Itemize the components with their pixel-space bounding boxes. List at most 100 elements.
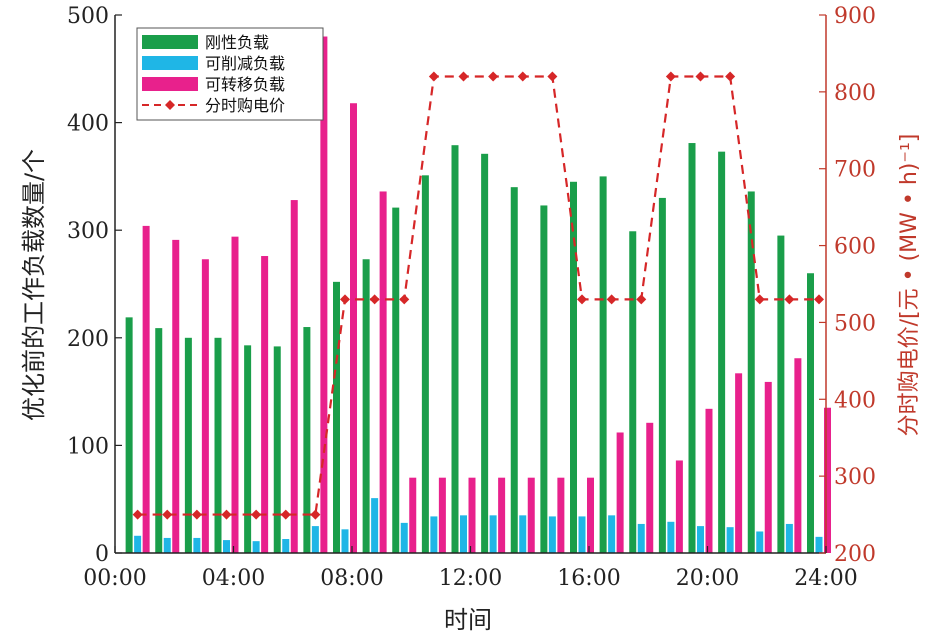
price-point (310, 509, 321, 520)
y2-tick-label: 500 (834, 311, 876, 336)
bar-shiftable (764, 381, 772, 553)
bar-reducible (697, 526, 704, 553)
bar-reducible (785, 523, 793, 553)
legend-label: 可转移负载 (205, 75, 285, 94)
bar-rigid (658, 197, 666, 554)
bar-reducible (341, 529, 349, 553)
bar-reducible (134, 535, 142, 553)
bar-rigid (510, 187, 518, 553)
bar-rigid (807, 273, 814, 553)
price-point (369, 294, 380, 305)
bar-rigid (540, 205, 548, 553)
price-point (784, 294, 795, 305)
bar-rigid (570, 181, 577, 553)
y2-tick-label: 400 (834, 388, 876, 413)
bar-rigid (747, 191, 755, 554)
y-tick-label: 500 (67, 4, 109, 29)
price-point (547, 71, 558, 82)
price-point (458, 71, 469, 82)
y2-tick-label: 700 (834, 158, 876, 183)
legend-swatch-marker (165, 100, 175, 110)
legend-swatch (142, 56, 198, 70)
bar-shiftable (587, 477, 594, 553)
bar-rigid (688, 143, 696, 553)
bar-shiftable (438, 477, 446, 553)
bar-shiftable (468, 477, 476, 553)
legend-label: 可削减负载 (205, 54, 285, 73)
bar-rigid (362, 259, 370, 553)
price-point (814, 294, 824, 305)
x-tick-label: 08:00 (320, 566, 383, 591)
price-line-layer (132, 71, 824, 520)
bar-shiftable (794, 358, 802, 553)
bar-shiftable (320, 36, 328, 553)
x-tick-label: 00:00 (83, 566, 146, 591)
price-point (665, 71, 676, 82)
bar-reducible (460, 515, 467, 553)
y2-tick-label: 900 (834, 4, 876, 29)
y-tick-label: 200 (67, 327, 109, 352)
price-point (399, 294, 410, 305)
bar-shiftable (409, 477, 417, 553)
bar-reducible (223, 540, 230, 553)
bar-reducible (163, 537, 171, 553)
y2-tick-label: 800 (834, 81, 876, 106)
legend-label: 分时购电价 (205, 96, 285, 115)
legend-swatch (142, 77, 198, 91)
bar-reducible (726, 527, 734, 553)
bar-reducible (430, 516, 438, 553)
price-point (754, 294, 765, 305)
bar-reducible (548, 516, 556, 553)
bar-reducible (400, 522, 408, 553)
bar-rigid (421, 175, 429, 553)
bar-reducible (667, 521, 675, 553)
bar-shiftable (646, 422, 654, 553)
price-point (162, 509, 173, 520)
bar-rigid (125, 317, 133, 553)
bar-reducible (371, 498, 379, 553)
bar-shiftable (498, 477, 506, 553)
bar-shiftable (231, 236, 239, 553)
bar-rigid (718, 151, 726, 554)
price-point (132, 509, 143, 520)
bar-shiftable (379, 191, 387, 554)
bar-reducible (815, 536, 823, 553)
bar-reducible (637, 523, 645, 553)
bar-rigid (481, 153, 489, 553)
bar-rigid (155, 328, 163, 553)
bar-shiftable (172, 239, 180, 553)
legend-swatch (142, 35, 198, 49)
y-axis-title: 优化前的工作负载数量/个 (20, 149, 48, 421)
price-point (606, 294, 617, 305)
y2-tick-label: 200 (834, 542, 876, 567)
price-point (251, 509, 262, 520)
bar-shiftable (616, 432, 624, 553)
bar-reducible (193, 537, 201, 553)
bar-rigid (599, 176, 607, 553)
x-axis-title: 时间 (444, 606, 492, 634)
bar-reducible (311, 526, 319, 553)
bar-reducible (608, 515, 616, 553)
bar-shiftable (735, 373, 743, 553)
bar-rigid (392, 207, 400, 553)
bar-shiftable (675, 460, 683, 553)
bar-rigid (629, 231, 637, 553)
bar-reducible (252, 541, 260, 553)
y-tick-label: 0 (95, 542, 109, 567)
price-point (191, 509, 202, 520)
bar-shiftable (261, 256, 269, 553)
legend-label: 刚性负载 (205, 33, 269, 52)
y-tick-label: 300 (67, 219, 109, 244)
y2-tick-label: 600 (834, 235, 876, 260)
bar-rigid (273, 346, 281, 553)
bar-shiftable (527, 477, 535, 553)
bar-shiftable (350, 103, 357, 554)
bar-reducible (282, 539, 290, 553)
bar-rigid (333, 281, 340, 553)
x-tick-label: 24:00 (794, 566, 857, 591)
bar-rigid (214, 337, 222, 553)
price-point (280, 509, 291, 520)
bar-shiftable (201, 259, 209, 553)
